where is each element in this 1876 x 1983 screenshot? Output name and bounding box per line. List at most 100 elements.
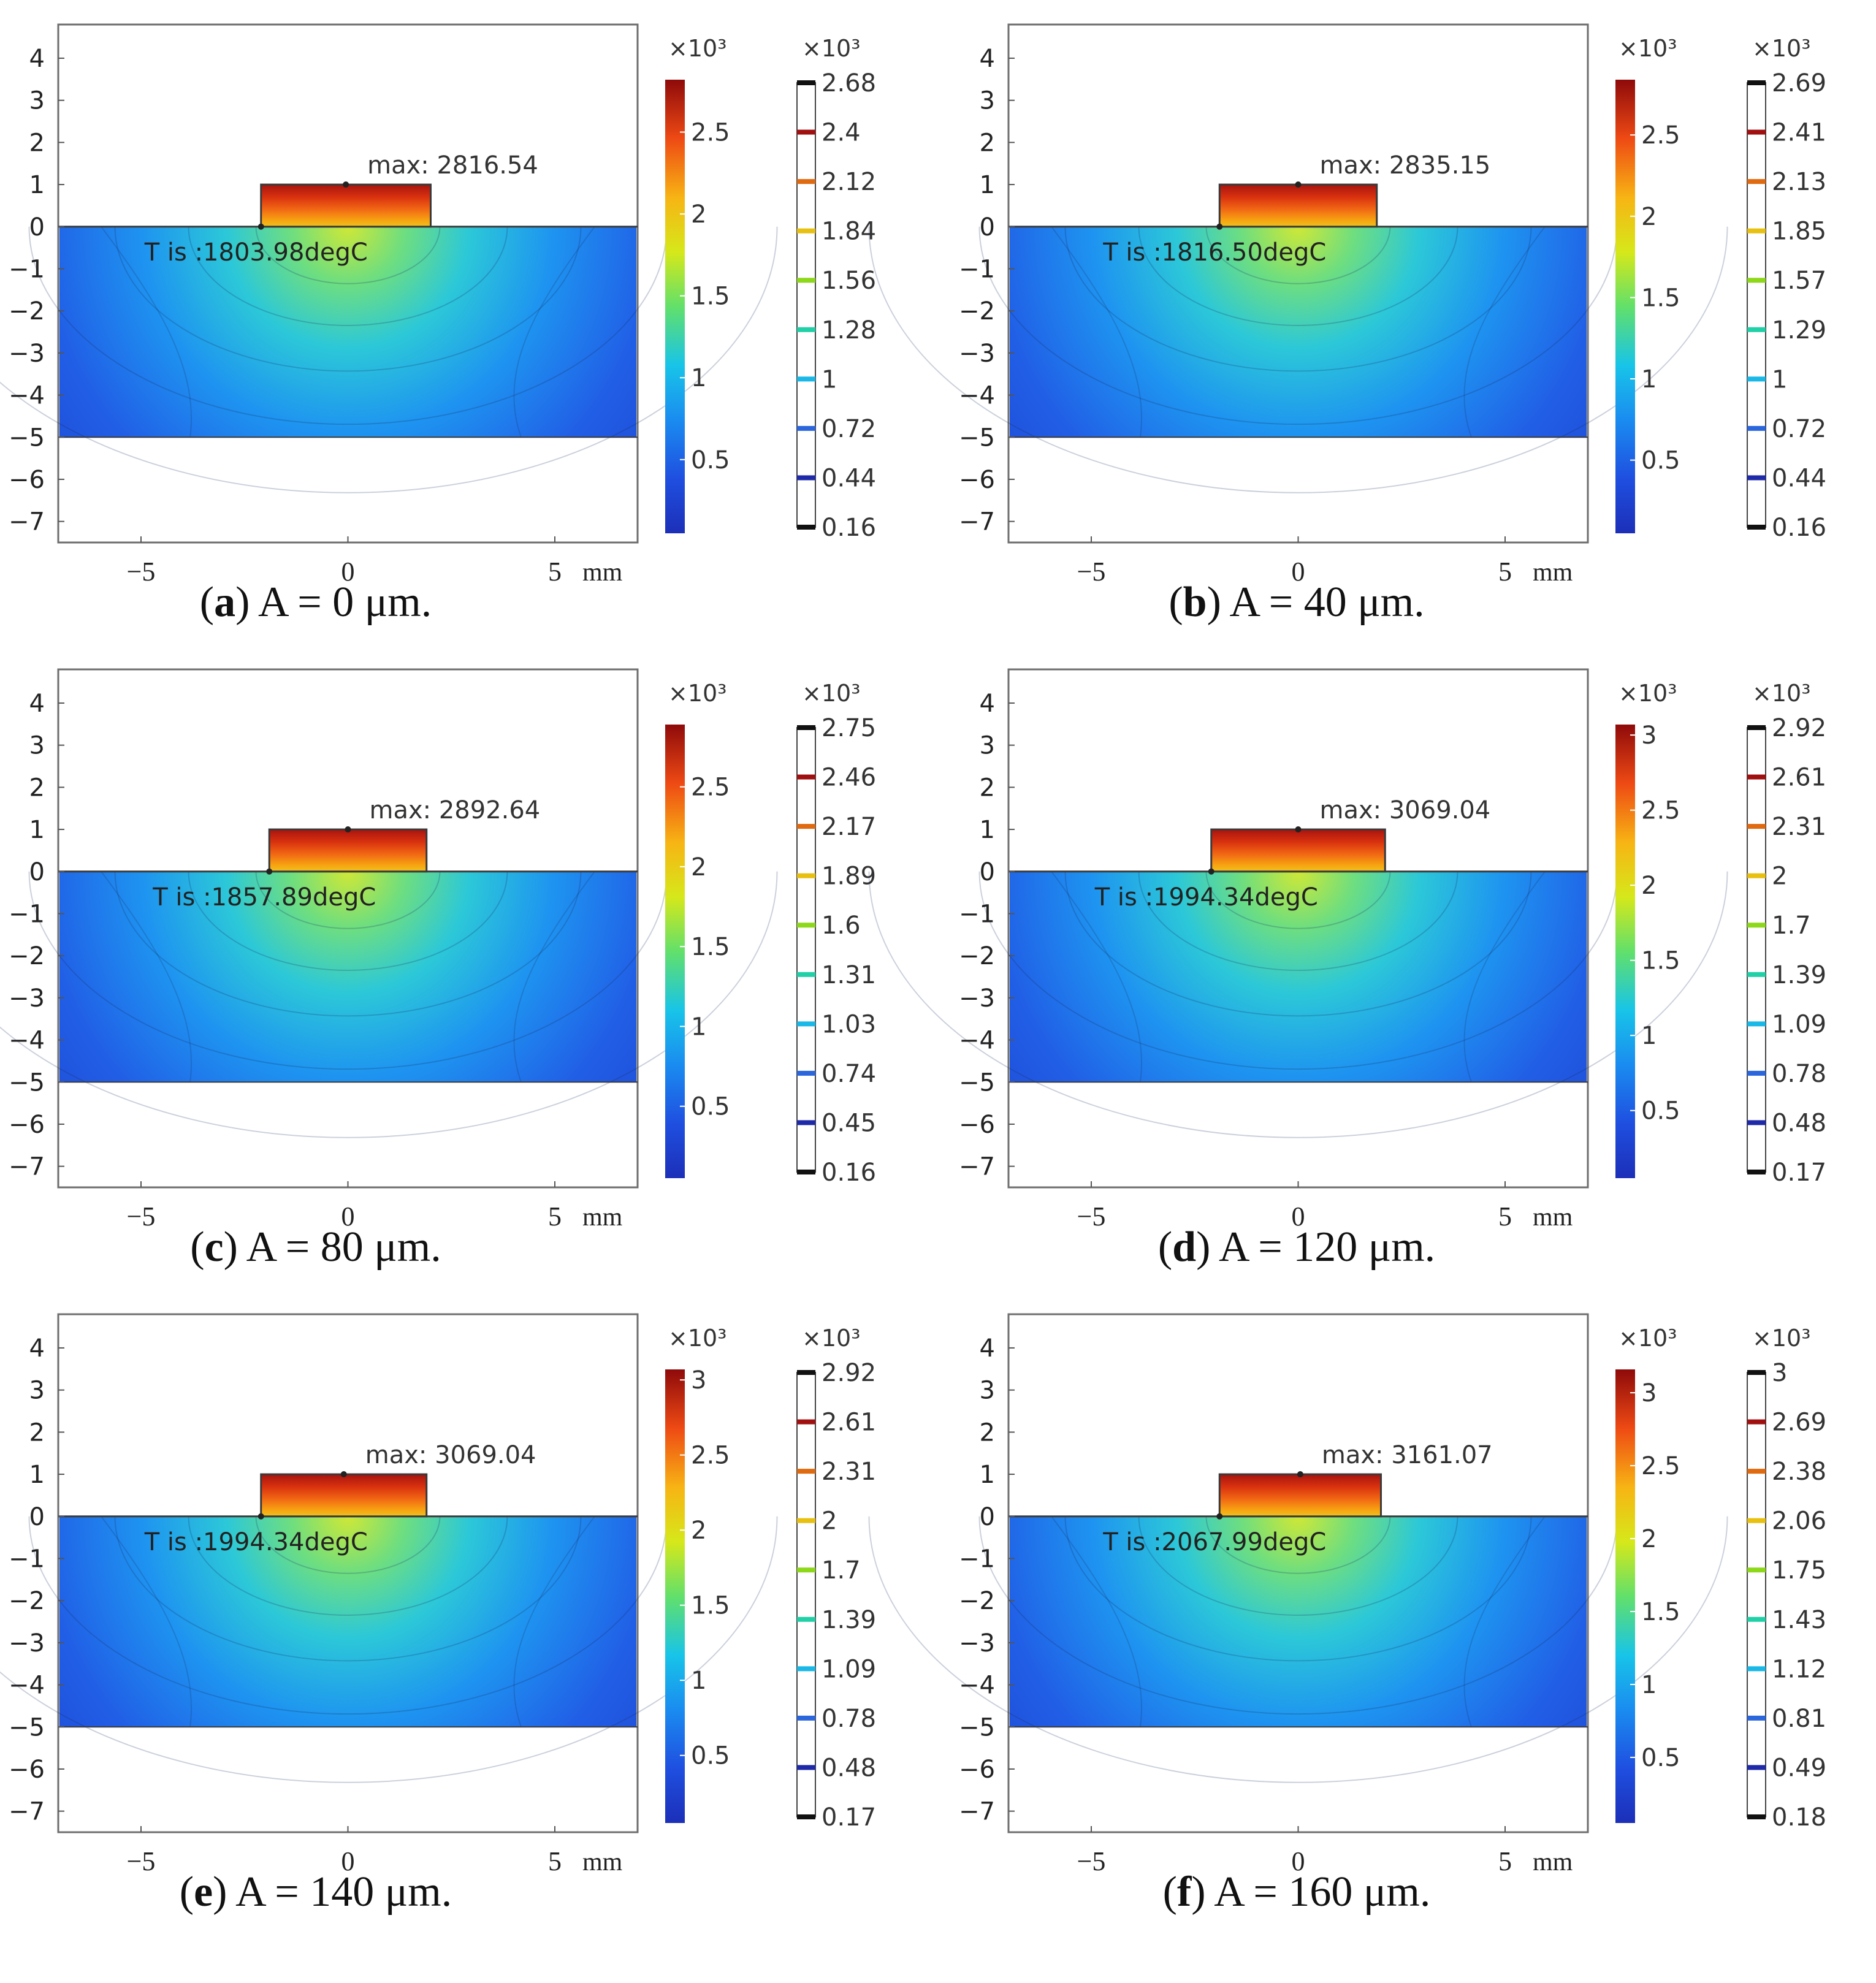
x-axis-unit: mm [1533,1848,1573,1876]
contour-legend-multiplier: ×10³ [1752,35,1810,62]
y-tick-label: 3 [980,87,995,115]
colorbar-tick-label: 0.5 [691,1742,730,1770]
y-tick-label: −1 [959,1545,995,1573]
contour-level-label: 2.75 [822,714,876,742]
y-tick-label: −1 [9,900,45,928]
colorbar-tick-label: 1 [691,1667,706,1695]
y-tick-label: 2 [980,1418,995,1447]
isotherm-contour [1205,871,1391,929]
y-tick-label: −6 [959,1756,995,1784]
contour-level-swatch [1747,1419,1766,1425]
colorbar-tick-label: 1 [1641,365,1657,394]
y-tick-label: 4 [980,45,995,73]
y-tick-label: 0 [980,213,995,242]
contour-level-swatch [797,1021,815,1027]
colorbar-multiplier: ×10³ [668,1325,726,1352]
contour-level-label: 1.75 [1772,1556,1826,1585]
y-tick-label: −4 [959,1672,995,1700]
coating-block [1210,828,1386,873]
colorbar-tick-label: 2 [691,200,706,229]
x-tick-label: 0 [341,1846,355,1876]
contour-level-swatch [797,1518,815,1523]
surface-colorbar [1615,80,1635,533]
contour-level-label: 1.56 [822,267,876,295]
x-tick-label: −5 [1077,1846,1106,1876]
isotherm-contour [114,226,582,372]
y-tick-label: −4 [9,1027,45,1055]
contour-level-label: 0.16 [822,1159,876,1187]
isotherm-contour [1463,871,1546,1083]
coating-block [268,828,428,873]
isotherm-contour [868,1516,1728,1783]
contour-level-label: 2.31 [822,1458,876,1486]
contour-level-swatch [1747,972,1766,977]
x-tick-label: −5 [127,1846,156,1876]
isotherm-contour [28,226,668,425]
y-tick-label: −6 [959,466,995,494]
contour-level-swatch [1747,774,1766,780]
isotherm-contour [114,1516,582,1662]
panel-caption: (d) A = 120 μm. [1158,1224,1435,1271]
contour-level-label: 0.78 [822,1705,876,1733]
colorbar-tick-label: 0.5 [1641,1097,1680,1125]
y-tick-label: −3 [959,340,995,368]
panel-a: max: 2816.54 T is :1803.98degC 4 3 2 1 0 −1 −2 −3… [0,23,876,626]
surface-colorbar [1615,1369,1635,1823]
contour-level-swatch [797,179,815,185]
interface-temperature-label: T is :2067.99degC [1102,1528,1326,1556]
substrate-heat-field [59,226,636,438]
surface-colorbar [665,725,685,1178]
x-tick-label: 5 [548,1201,562,1231]
contour-level-swatch [797,1715,815,1721]
contour-level-swatch [1747,1814,1766,1819]
x-tick-label: 0 [1292,1846,1305,1876]
y-tick-label: 3 [29,87,45,115]
contour-level-label: 2.4 [822,119,861,147]
contour-level-swatch [797,923,815,928]
isotherm-contour [1051,871,1143,1083]
substrate-heat-field [1010,1516,1587,1727]
contour-level-swatch [1747,1469,1766,1474]
contour-level-label: 2 [822,1507,837,1536]
y-tick-label: −5 [9,1068,45,1097]
isotherm-contour [978,226,1618,425]
contour-level-label: 1.85 [1772,218,1826,246]
contour-level-label: 2.17 [822,813,876,841]
contour-level-swatch [1747,1120,1766,1125]
contour-level-swatch [1747,1715,1766,1721]
isotherm-contour [28,871,668,1070]
contour-level-label: 0.81 [1772,1705,1826,1733]
contour-level-swatch [1747,475,1766,481]
x-axis-unit: mm [1533,558,1573,587]
y-tick-label: 0 [29,858,45,886]
y-tick-label: 3 [980,1377,995,1405]
contour-level-label: 1.03 [822,1010,876,1038]
contour-level-label: 0.48 [1772,1109,1826,1137]
isotherm-contour [1051,1516,1143,1727]
contour-level-swatch [1747,824,1766,829]
contour-level-label: 0.72 [822,415,876,443]
contour-level-swatch [797,1170,815,1174]
colorbar-tick-label: 2.5 [691,1442,730,1470]
contour-level-label: 1.28 [822,316,876,344]
y-tick-label: 1 [980,1461,995,1489]
contour-level-label: 2.12 [822,168,876,196]
panel-caption: (c) A = 80 μm. [190,1224,441,1271]
y-tick-label: −3 [9,984,45,1013]
y-tick-label: −4 [959,382,995,410]
probe-point-marker [257,1513,264,1520]
y-tick-label: 1 [29,171,45,199]
isotherm-contour [513,226,595,438]
contour-level-label: 1 [822,365,837,394]
coating-block [260,1473,428,1518]
colorbar-tick-label: 1.5 [691,1592,730,1620]
contour-legend-bar [796,727,816,1173]
contour-level-label: 2.41 [1772,119,1826,147]
probe-point-marker [1216,223,1223,230]
y-tick-label: −7 [9,1798,45,1826]
isotherm-contour [101,871,193,1083]
contour-level-label: 2.61 [1772,764,1826,792]
x-tick-label: 5 [1498,1846,1512,1876]
y-tick-label: −1 [959,900,995,928]
